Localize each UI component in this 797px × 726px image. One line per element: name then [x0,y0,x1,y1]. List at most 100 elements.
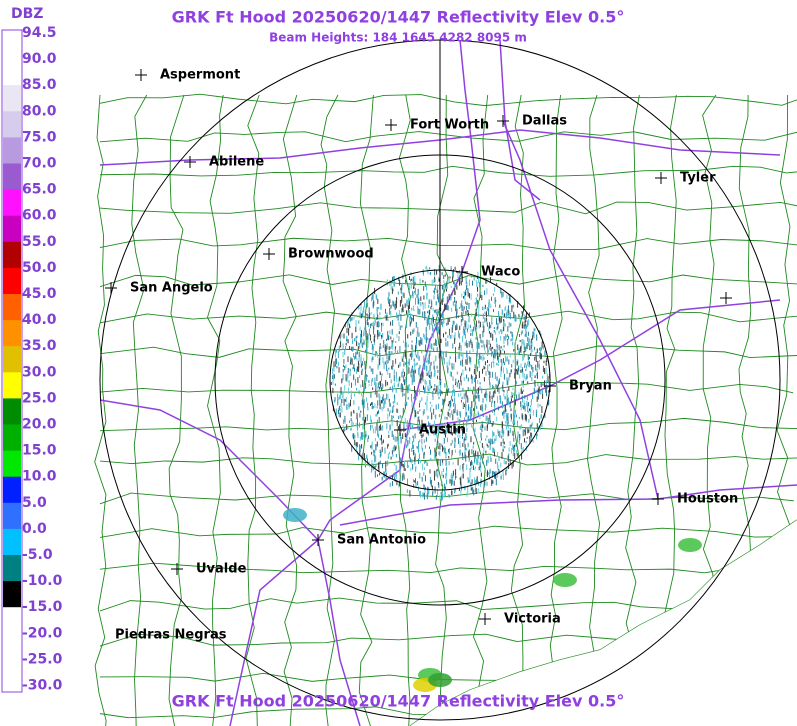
echo [479,294,481,298]
echo [380,376,382,382]
echo [428,314,430,321]
echo [408,303,410,310]
county-line [99,310,797,324]
echo [420,378,422,384]
county-line [99,131,797,143]
colorbar-band [3,659,21,686]
echo [454,266,456,271]
echo [381,334,382,337]
echo [374,465,376,470]
echo [476,476,478,484]
county-line [99,237,797,251]
echo [468,451,470,458]
echo [414,409,416,417]
echo [485,390,487,396]
county-line [434,94,449,726]
echo [333,365,335,372]
echo [529,439,531,444]
echo [447,335,449,339]
echo [387,369,389,375]
echo [458,419,460,426]
legend-label: 0.0 [22,521,47,537]
echo [536,334,538,341]
echo [488,331,490,334]
echo [346,424,348,431]
echo [521,339,523,346]
echo [391,340,393,343]
echo [482,354,484,362]
echo [516,453,518,457]
echo [464,334,466,339]
echo [353,353,355,358]
echo [530,408,532,413]
echo [350,394,352,400]
echo [379,343,381,346]
echo [338,345,340,352]
echo [367,438,369,443]
echo [378,466,380,472]
echo [481,443,483,448]
echo [460,380,462,386]
echo [487,349,489,356]
echo [379,473,381,476]
echo [451,439,453,444]
echo [461,372,462,376]
echo [531,372,533,377]
echo [524,362,526,366]
echo [458,450,460,453]
echo [474,453,476,460]
echo [378,427,380,431]
echo [528,319,530,326]
echo [391,415,393,420]
echo [477,311,479,318]
echo [518,416,520,419]
echo [354,367,355,372]
echo [499,430,501,438]
echo [375,444,377,449]
echo [390,321,392,326]
echo [440,307,442,312]
echo [444,282,446,289]
echo [416,331,418,337]
echo [471,460,472,466]
echo [393,374,395,382]
echo [347,368,349,373]
city-marker [479,613,491,625]
echo [507,305,509,313]
echo [374,318,376,326]
echo [495,331,497,335]
echo [373,449,375,457]
echo [445,430,446,438]
echo [359,311,361,319]
echo [392,320,394,326]
city-label: Abilene [209,155,264,170]
echo [354,393,355,397]
echo [369,312,371,320]
echo [412,291,414,296]
echo [512,452,514,457]
echo [405,440,407,446]
echo [467,291,469,297]
echo [419,472,421,479]
echo [376,333,378,338]
echo [470,438,472,443]
echo [481,388,483,394]
echo [516,370,518,375]
echo [417,297,419,305]
echo [385,468,387,474]
echo [379,372,381,375]
echo [381,434,382,441]
echo [413,483,415,488]
echo [482,414,484,417]
echo [424,387,426,394]
echo [451,410,453,415]
echo [371,402,373,405]
echo [395,473,397,476]
echo [349,314,351,322]
echo [413,370,415,377]
echo [395,388,397,393]
echo [414,291,416,294]
echo [452,470,454,476]
echo [474,364,476,369]
echo [438,326,440,334]
